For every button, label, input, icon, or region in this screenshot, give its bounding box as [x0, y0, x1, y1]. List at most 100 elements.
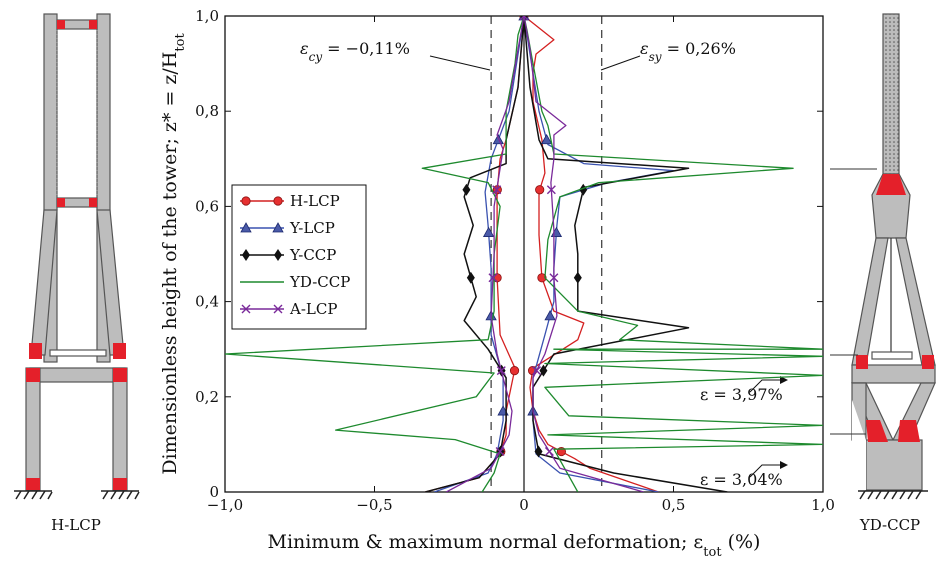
x-tick-label: 0: [519, 496, 529, 514]
x-axis-label-sub: tot: [703, 545, 722, 560]
y-axis-label: Dimensionless height of the tower; z* = …: [159, 33, 188, 475]
tower-hinges-h-lcp: [26, 20, 127, 490]
annotation-arrowhead: [780, 376, 788, 384]
reference-label-sub: sy: [649, 50, 662, 64]
series-marker-a-lcp: [544, 447, 554, 457]
y-tick-label: 0,2: [195, 388, 219, 406]
left-figure-caption: H-LCP: [51, 516, 101, 534]
reference-label-cy: εcy = −0,11%: [300, 39, 410, 64]
tower-gap: [852, 400, 866, 490]
reference-label-value: = 0,26%: [662, 39, 736, 58]
height-leader-lines: [830, 168, 877, 435]
series-line-h-lcp-min: [425, 16, 525, 492]
series-a-lcp: [445, 16, 644, 492]
annotation-arrowhead: [780, 461, 788, 469]
ground-supports-left: [14, 490, 140, 500]
series-marker-y-ccp: [539, 364, 548, 377]
reference-leader-sy: [600, 55, 641, 71]
legend-marker-h-lcp: [273, 196, 283, 206]
y-axis-label-sub: tot: [173, 33, 188, 52]
tower-drawing-h-lcp: [25, 13, 128, 491]
series-y-ccp: [425, 16, 728, 492]
legend-marker-a-lcp: [273, 304, 283, 314]
reference-label-sy: εsy = 0,26%: [640, 39, 736, 64]
legend-marker-y-ccp: [274, 249, 282, 261]
tower-hinges-yd-ccp: [856, 174, 934, 442]
tower-left-lower-leg: [25, 367, 41, 491]
y-tick-label: 0,8: [195, 102, 219, 120]
tower-mast: [882, 13, 900, 175]
legend-box: [231, 184, 367, 330]
series-marker-y-ccp: [466, 271, 475, 284]
series-marker-y-ccp: [573, 271, 582, 284]
series-marker-y-lcp: [540, 133, 553, 145]
legend-marker-y-lcp: [240, 222, 252, 233]
series-line-yd-ccp-max: [523, 16, 823, 492]
x-axis-label: Minimum & maximum normal deformation; εt…: [268, 531, 761, 560]
tower-deck-right: [871, 351, 913, 360]
x-axis-label-unit: (%): [722, 531, 761, 553]
series-line-y-ccp-min: [425, 16, 525, 492]
annotation-label: ε = 3,04%: [700, 470, 783, 489]
series-line-a-lcp-max: [523, 16, 644, 492]
series-marker-a-lcp: [546, 185, 556, 195]
series-line-h-lcp-max: [523, 16, 659, 492]
series-marker-y-ccp: [534, 445, 543, 458]
series-marker-y-lcp: [544, 310, 556, 321]
right-figure-caption: YD-CCP: [859, 516, 920, 534]
reference-leader-cy: [429, 55, 491, 71]
plot-area: −1,0 −0,5 0 0,5 1,0 0 0,2 0,4 0,6 0,8 1,0 Minimum &…: [159, 7, 835, 560]
legend-label-y-ccp: Y-CCP: [289, 246, 336, 264]
tower-left-flare: [30, 209, 58, 356]
series-line-y-lcp-max: [523, 16, 675, 492]
series-h-lcp: [425, 16, 659, 492]
y-tick-label: 0,6: [195, 197, 219, 215]
series-marker-y-ccp: [462, 183, 471, 196]
reference-label-value: = −0,11%: [322, 39, 410, 58]
legend-marker-a-lcp: [241, 304, 251, 314]
legend-marker-y-ccp: [242, 249, 250, 261]
annotation-label: ε = 3,97%: [700, 385, 783, 404]
series-marker-a-lcp-top: [519, 16, 529, 21]
series-marker-a-lcp: [495, 447, 505, 457]
series-marker-y-lcp: [550, 226, 563, 237]
tower-right-branch: [895, 237, 936, 366]
legend-marker-y-lcp: [272, 222, 284, 233]
series-marker-a-lcp: [488, 273, 498, 283]
tower-deck: [49, 349, 107, 357]
tower-left-branch: [851, 237, 889, 366]
x-tick-label: 0,5: [662, 496, 686, 514]
legend-label-a-lcp: A-LCP: [289, 300, 337, 318]
series-marker-a-lcp: [496, 366, 506, 376]
legend-label-h-lcp: H-LCP: [290, 192, 340, 210]
x-tick-label: −0,5: [356, 496, 392, 514]
series-marker-a-lcp: [549, 273, 559, 283]
series-marker-a-lcp: [532, 366, 542, 376]
legend-marker-h-lcp: [241, 196, 251, 206]
tower-drawing-yd-ccp: [851, 13, 936, 491]
series-marker-h-lcp: [509, 366, 520, 376]
annotation-arrow: [749, 464, 780, 478]
legend: H-LCP Y-LCP Y-CCP YD-CCP A-LCP: [231, 184, 367, 330]
series-marker-y-lcp: [482, 226, 495, 237]
x-tick-label: 1,0: [811, 496, 835, 514]
tower-pier: [865, 439, 923, 491]
annotation-arrow: [749, 379, 780, 393]
series-line-a-lcp-min: [445, 16, 525, 492]
series-marker-h-lcp: [537, 273, 547, 283]
series-marker-a-lcp: [492, 185, 502, 195]
x-tick-label: −1,0: [207, 496, 243, 514]
y-tick-label: 0: [209, 483, 219, 501]
tower-right-lower-leg: [112, 367, 128, 491]
series-marker-y-ccp: [579, 183, 588, 196]
reference-label-sub: cy: [309, 50, 323, 64]
tower-cross-beam-right: [851, 364, 936, 384]
tower-cross-beam: [29, 367, 126, 383]
legend-label-yd-ccp: YD-CCP: [289, 273, 350, 291]
y-tick-label: 0,4: [195, 293, 219, 311]
ground-supports-right: [858, 490, 928, 500]
y-tick-label: 1,0: [195, 7, 219, 25]
series-line-y-ccp-max: [523, 16, 728, 492]
